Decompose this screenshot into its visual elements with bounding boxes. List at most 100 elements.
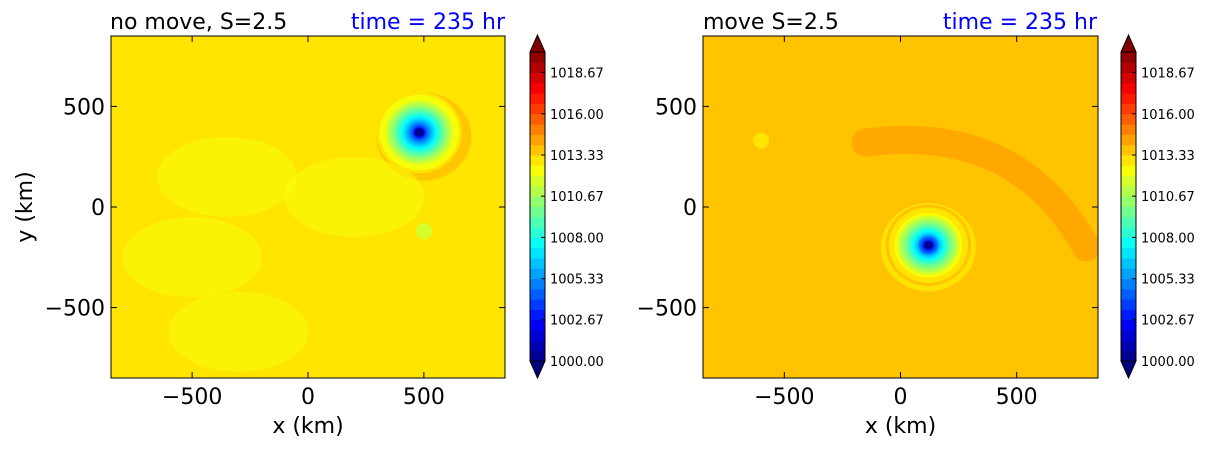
colorbar-tick-label: 1018.67 [1141,67,1195,82]
colorbar-tick-label: 1013.33 [550,149,604,164]
chart-time-label: time = 235 hr [943,10,1098,35]
colorbar-segment [1121,340,1136,352]
pressure-blob [122,217,263,298]
colorbar-segment [1121,175,1136,187]
colorbar-segment [1121,309,1136,321]
colorbar-segment [1121,350,1136,362]
colorbar-segment [530,247,545,259]
colorbar-tick-label: 1010.67 [1141,190,1195,205]
colorbar-segment [1121,72,1136,84]
y-tick-label: 0 [91,196,105,221]
colorbar-extend-min [1120,360,1137,380]
colorbar-extend-min [529,360,546,380]
x-tick-label: 0 [894,385,908,410]
right-chart-panel: move S=2.5 time = 235 hr −500 0 500 −500 0 50… [604,0,1207,448]
x-tick-label: −500 [162,385,222,410]
y-tick-label: −500 [45,297,105,322]
chart-title-left: no move, S=2.5 [110,10,287,35]
pressure-blob [1004,66,1098,147]
colorbar-segment [530,134,545,146]
colorbar-frame [1120,51,1137,362]
colorbar-segment [1121,196,1136,207]
colorbar-segment [530,237,545,249]
colorbar-segment [530,93,545,104]
colorbar-tick-label: 1002.67 [550,314,604,329]
x-tick-label: 500 [996,385,1038,410]
colorbar-segment [1121,103,1136,115]
colorbar-segment [1121,258,1136,269]
colorbar-segment [530,175,545,187]
colorbar-segment [530,227,545,238]
left-chart-svg: no move, S=2.5 time = 235 hr −500 0 500 −50… [13,10,604,439]
colorbar: 1000.00 1002.67 1005.33 1008.00 1010.67 1013.… [1120,33,1195,380]
colorbar-segment [1121,299,1136,310]
colorbar-segment [530,124,545,135]
colorbar-segment [530,165,545,177]
colorbar-segment [1121,124,1136,135]
colorbar-segment [1121,93,1136,104]
colorbar-segment [530,319,545,331]
x-tick-label: 0 [301,385,315,410]
colorbar-segment [530,216,545,228]
y-tick-label: 500 [63,95,105,120]
colorbar-segment [1121,62,1136,74]
colorbar-tick-label: 1008.00 [550,231,604,246]
y-tick-label: 0 [683,196,697,221]
colorbar-segment [1121,155,1136,166]
x-tick-label: −500 [754,385,814,410]
colorbar-tick-label: 1013.33 [1141,149,1195,164]
colorbar-segment [1121,144,1136,156]
colorbar-tick-label: 1005.33 [1141,273,1195,288]
vortex-core [923,241,933,250]
pressure-blob [284,156,425,237]
colorbar-segment [530,62,545,74]
colorbar-segment [530,350,545,362]
vortex-core [414,128,424,137]
colorbar-tick-label: 1000.00 [550,355,604,370]
colorbar-tick-label: 1010.67 [550,190,604,205]
colorbar-segment [1121,319,1136,331]
pressure-spot [415,223,432,240]
colorbar-segment [530,268,545,280]
colorbar-tick-label: 1008.00 [1141,231,1195,246]
colorbar-segment [1121,268,1136,280]
colorbar-segment [1121,113,1136,125]
colorbar-extend-max [1120,33,1137,53]
colorbar-segment [530,82,545,94]
colorbar-extend-max [529,33,546,53]
colorbar-segment [1121,134,1136,146]
colorbar-segment [530,258,545,269]
colorbar-segment [1121,288,1136,300]
colorbar-segment [530,309,545,321]
x-axis-label: x (km) [865,414,936,439]
colorbar-frame [529,51,546,362]
colorbar-segment [530,144,545,156]
colorbar-segment [530,340,545,352]
colorbar-tick-label: 1005.33 [550,273,604,288]
colorbar-tick-label: 1002.67 [1141,314,1195,329]
colorbar-segment [1121,227,1136,238]
colorbar-tick-label: 1016.00 [550,108,604,123]
x-tick-label: 500 [403,385,445,410]
left-chart-panel: no move, S=2.5 time = 235 hr −500 0 500 −50… [0,0,604,448]
colorbar-tick-label: 1016.00 [1141,108,1195,123]
colorbar-segment [1121,206,1136,218]
pressure-spot [753,132,770,149]
colorbar-segment [530,72,545,84]
y-tick-label: 500 [655,95,697,120]
colorbar-segment [1121,330,1136,341]
colorbar-tick-label: 1018.67 [550,67,604,82]
colorbar-segment [530,288,545,300]
pressure-field [703,36,1098,378]
colorbar-segment [1121,237,1136,249]
pressure-blob [168,291,309,372]
pressure-arc [851,125,1098,262]
pressure-blob [156,136,297,217]
colorbar-segment [530,185,545,197]
colorbar-segment [1121,216,1136,228]
chart-title-left: move S=2.5 [703,10,839,35]
colorbar-segment [1121,52,1136,63]
colorbar-segment [1121,185,1136,197]
colorbar-tick-label: 1000.00 [1141,355,1195,370]
chart-time-label: time = 235 hr [351,10,506,35]
